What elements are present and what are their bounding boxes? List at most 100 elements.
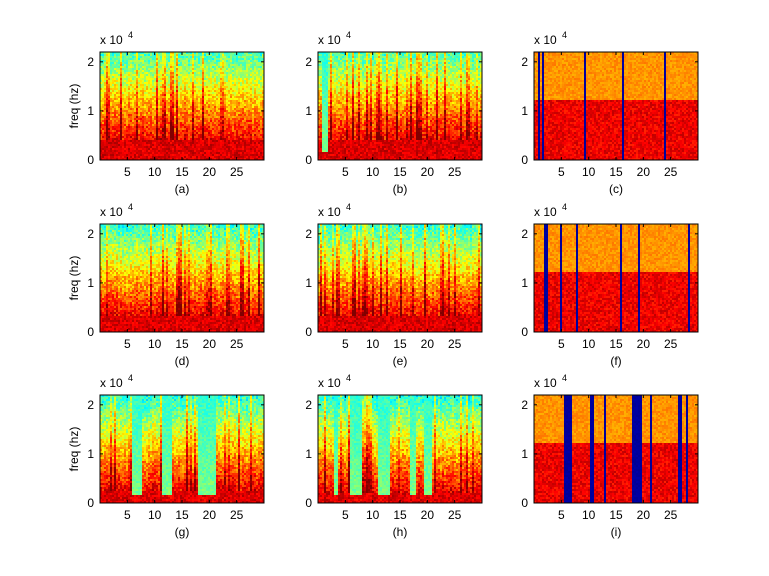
x-tick-label: 25 [230,508,244,522]
y-multiplier-label: x 10 [318,205,341,219]
spectrogram-image [534,224,698,332]
x-tick-label: 25 [664,165,678,179]
y-multiplier-label: x 10 [534,376,557,390]
x-tick-label: 25 [448,165,462,179]
y-tick-label: 2 [521,227,528,241]
y-tick-label: 2 [87,55,94,69]
x-tick-label: 10 [582,337,596,351]
y-tick-label: 0 [87,325,94,339]
y-multiplier-exponent: 4 [346,30,351,40]
x-tick-label: 10 [148,508,162,522]
panel-caption: (a) [175,182,190,196]
panel-caption: (d) [175,354,190,368]
x-tick-label: 10 [366,337,380,351]
x-tick-label: 20 [203,508,217,522]
spectrogram-image [100,224,264,332]
x-tick-label: 15 [393,337,407,351]
spectrogram-image [318,395,482,503]
x-tick-label: 15 [393,165,407,179]
x-tick-label: 20 [203,337,217,351]
y-tick-label: 2 [521,398,528,412]
y-tick-label: 1 [305,447,312,461]
y-tick-label: 0 [521,496,528,510]
x-tick-label: 20 [637,337,651,351]
y-tick-label: 1 [521,276,528,290]
spectrogram-image [100,52,264,160]
x-tick-label: 10 [582,165,596,179]
y-multiplier-label: x 10 [534,33,557,47]
x-tick-label: 25 [448,508,462,522]
y-axis-label: freq (hz) [67,84,81,129]
y-multiplier-label: x 10 [318,376,341,390]
panel-caption: (b) [393,182,408,196]
x-tick-label: 10 [148,337,162,351]
y-tick-label: 0 [521,325,528,339]
y-tick-label: 0 [305,153,312,167]
panel-caption: (i) [611,525,622,539]
x-tick-label: 10 [366,165,380,179]
x-tick-label: 20 [421,337,435,351]
x-tick-label: 10 [148,165,162,179]
y-tick-label: 2 [87,398,94,412]
y-tick-label: 1 [521,447,528,461]
x-tick-label: 5 [558,508,565,522]
y-tick-label: 0 [305,496,312,510]
y-tick-label: 1 [305,276,312,290]
x-tick-label: 20 [637,508,651,522]
x-tick-label: 5 [558,337,565,351]
panel-caption: (e) [393,354,408,368]
x-tick-label: 5 [124,337,131,351]
y-multiplier-label: x 10 [100,33,123,47]
panel-caption: (f) [610,354,621,368]
x-tick-label: 5 [342,165,349,179]
y-tick-label: 1 [87,276,94,290]
x-tick-label: 5 [558,165,565,179]
x-tick-label: 20 [203,165,217,179]
y-multiplier-label: x 10 [318,33,341,47]
y-tick-label: 2 [305,55,312,69]
spectrogram-image [318,224,482,332]
y-multiplier-label: x 10 [100,205,123,219]
y-axis-label: freq (hz) [67,427,81,472]
x-tick-label: 10 [366,508,380,522]
x-tick-label: 15 [393,508,407,522]
y-tick-label: 2 [521,55,528,69]
spectrogram-image [534,52,698,160]
y-multiplier-exponent: 4 [346,202,351,212]
x-tick-label: 15 [609,165,623,179]
spectrogram-image [100,395,264,503]
y-multiplier-label: x 10 [100,376,123,390]
y-multiplier-exponent: 4 [346,373,351,383]
y-multiplier-exponent: 4 [562,373,567,383]
y-tick-label: 1 [87,104,94,118]
panel-caption: (h) [393,525,408,539]
y-tick-label: 1 [87,447,94,461]
x-tick-label: 10 [582,508,596,522]
y-tick-label: 2 [305,398,312,412]
panel-caption: (g) [175,525,190,539]
x-tick-label: 25 [664,337,678,351]
panel-caption: (c) [609,182,623,196]
x-tick-label: 25 [230,165,244,179]
x-tick-label: 5 [342,337,349,351]
x-tick-label: 20 [421,508,435,522]
x-tick-label: 15 [609,337,623,351]
y-tick-label: 0 [87,496,94,510]
y-tick-label: 1 [521,104,528,118]
y-axis-label: freq (hz) [67,256,81,301]
y-tick-label: 1 [305,104,312,118]
y-tick-label: 0 [521,153,528,167]
x-tick-label: 15 [175,337,189,351]
x-tick-label: 25 [664,508,678,522]
spectrogram-image [534,395,698,503]
